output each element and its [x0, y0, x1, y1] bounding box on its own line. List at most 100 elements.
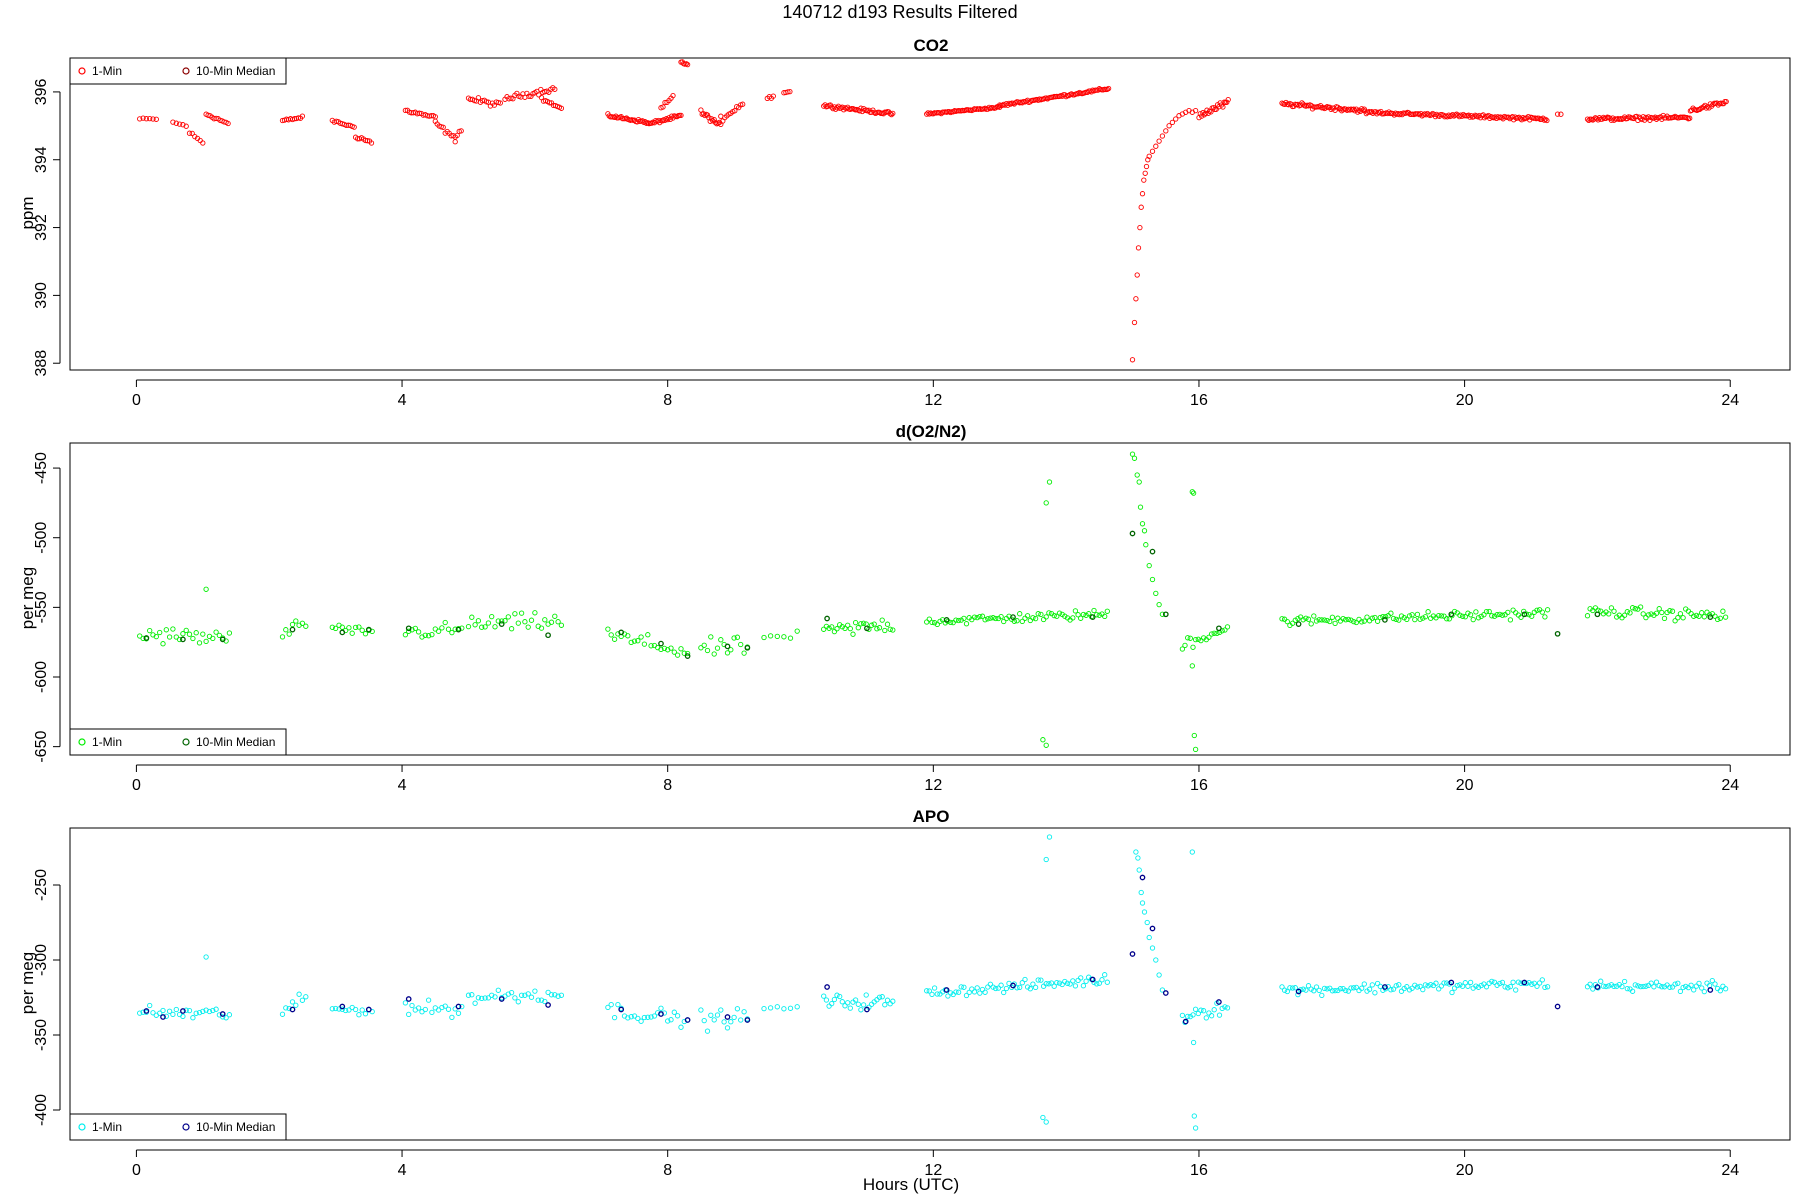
- data-point: [1083, 978, 1089, 984]
- data-point: [955, 989, 962, 995]
- data-point: [286, 1005, 292, 1012]
- data-point: [1558, 111, 1564, 117]
- data-point: [508, 989, 515, 996]
- data-point: [993, 615, 999, 622]
- data-point: [220, 1014, 226, 1020]
- data-point: [1295, 988, 1302, 995]
- x-tick-label-apo: 24: [1721, 1162, 1739, 1179]
- data-point: [638, 634, 644, 640]
- data-point: [953, 989, 959, 995]
- data-point: [1022, 976, 1028, 983]
- data-point: [1444, 616, 1450, 622]
- data-point: [1505, 985, 1511, 991]
- data-point: [1603, 983, 1609, 990]
- data-point: [678, 646, 684, 652]
- data-point: [1156, 972, 1162, 978]
- data-point: [1667, 608, 1673, 614]
- legend-box: [69, 1113, 287, 1141]
- data-point: [1353, 619, 1359, 626]
- data-point: [1425, 983, 1431, 989]
- data-point: [143, 116, 150, 122]
- data-point: [645, 632, 651, 638]
- data-point: [522, 992, 528, 998]
- data-point: [1219, 1005, 1225, 1012]
- data-point: [615, 1001, 621, 1008]
- data-point: [1303, 987, 1309, 993]
- data-point: [661, 1010, 668, 1016]
- legend-marker: [78, 1123, 86, 1131]
- data-point: [767, 1005, 774, 1011]
- data-point: [1518, 980, 1524, 986]
- data-point: [406, 1011, 412, 1018]
- data-point: [1003, 985, 1010, 992]
- data-point: [655, 1010, 661, 1016]
- data-point: [332, 1005, 339, 1012]
- data-point: [1324, 986, 1330, 992]
- data-point: [998, 613, 1004, 620]
- data-point: [339, 629, 346, 636]
- data-point: [934, 621, 940, 628]
- data-point: [1208, 631, 1215, 637]
- data-point: [635, 638, 641, 644]
- data-point: [1192, 1125, 1199, 1131]
- data-point: [479, 995, 485, 1002]
- data-point: [1173, 116, 1179, 122]
- data-point: [1656, 982, 1662, 989]
- data-point: [498, 621, 505, 627]
- data-point: [1544, 117, 1550, 124]
- data-point: [1332, 620, 1338, 627]
- data-point: [502, 618, 508, 624]
- data-point: [343, 122, 349, 129]
- x-tick-label-co2: 16: [1190, 392, 1208, 409]
- data-point: [1486, 608, 1492, 615]
- data-point: [871, 621, 877, 627]
- data-point: [1043, 1119, 1049, 1125]
- data-point: [532, 610, 538, 616]
- data-point: [472, 622, 478, 628]
- data-point: [1510, 979, 1516, 985]
- data-point: [455, 1010, 462, 1016]
- panel-do2n2: d(O2/N2) per meg 0 4 8 12 16 20 24 -450 -500 -550…: [18, 422, 1791, 794]
- data-point: [329, 624, 335, 630]
- data-point: [785, 89, 791, 95]
- data-point: [1611, 608, 1617, 614]
- data-point: [1190, 490, 1197, 496]
- data-point: [852, 619, 859, 626]
- data-point: [210, 1007, 216, 1014]
- data-point: [1324, 617, 1330, 624]
- data-point: [163, 1013, 169, 1019]
- data-point: [153, 116, 159, 122]
- data-point: [1369, 982, 1375, 988]
- data-point: [1598, 978, 1604, 984]
- data-point: [1089, 976, 1096, 983]
- data-point: [1311, 613, 1317, 619]
- data-point: [1030, 981, 1036, 987]
- data-point: [823, 997, 830, 1003]
- legend-marker: [182, 67, 190, 75]
- data-point: [332, 625, 339, 632]
- data-point: [1448, 979, 1455, 986]
- data-point: [1467, 612, 1474, 618]
- data-point: [1138, 204, 1144, 210]
- data-point: [1629, 988, 1636, 994]
- data-point: [781, 1006, 787, 1012]
- data-point: [1059, 93, 1065, 99]
- y-axis-label-co2: ppm: [18, 196, 37, 229]
- data-point: [545, 989, 551, 996]
- data-point: [1295, 621, 1302, 627]
- data-point: [1163, 128, 1169, 134]
- data-point: [998, 982, 1004, 988]
- data-point: [425, 633, 432, 639]
- data-point: [1353, 106, 1359, 112]
- data-point: [1335, 104, 1341, 110]
- data-point: [651, 1013, 658, 1019]
- data-point: [351, 124, 357, 130]
- data-point: [1457, 982, 1463, 988]
- data-point: [658, 640, 664, 647]
- data-point: [724, 1014, 731, 1020]
- data-point: [684, 61, 691, 68]
- data-point: [1017, 611, 1023, 617]
- data-point: [160, 641, 166, 647]
- data-point: [1068, 91, 1075, 97]
- legend-label: 10-Min Median: [196, 64, 275, 78]
